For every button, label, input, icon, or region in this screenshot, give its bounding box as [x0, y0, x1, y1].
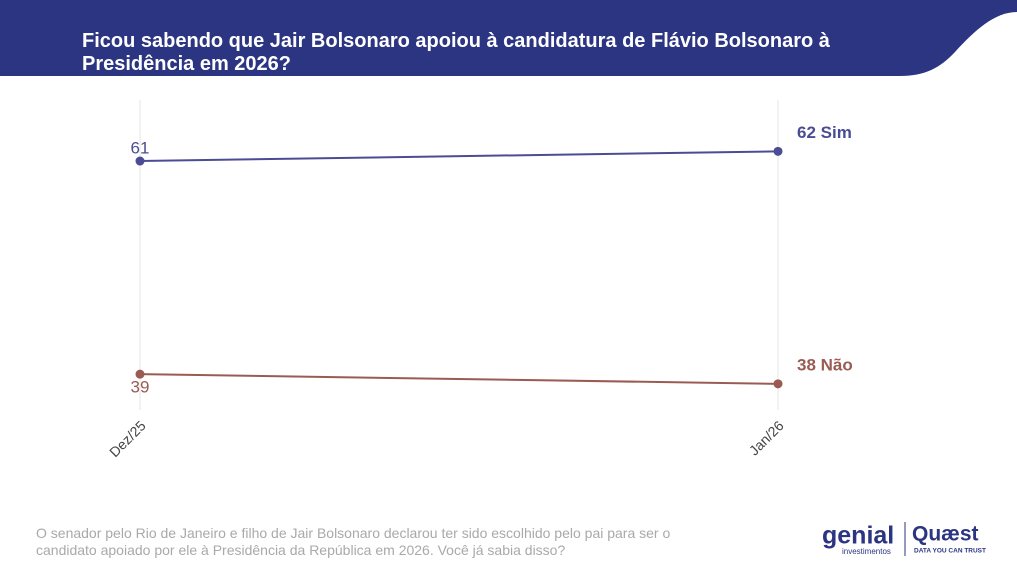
- quaest-logo: Quæst: [912, 523, 979, 546]
- logos: genial investimentos Quæst DATA YOU CAN …: [822, 522, 986, 557]
- x-tick-label: Dez/25: [106, 417, 149, 460]
- genial-sub: investimentos: [842, 547, 891, 556]
- point: [773, 146, 783, 156]
- data-label: 39: [131, 378, 150, 397]
- quaest-tagline: DATA YOU CAN TRUST: [914, 548, 986, 555]
- point: [135, 369, 145, 379]
- chart-title: Ficou sabendo que Jair Bolsonaro apoiou …: [82, 30, 830, 75]
- x-tick-label: Jan/26: [746, 417, 787, 458]
- caption: O senador pelo Rio de Janeiro e filho de…: [36, 525, 671, 558]
- series-line: [139, 150, 779, 163]
- header-band: [0, 0, 1017, 76]
- point: [135, 156, 145, 166]
- point: [773, 379, 783, 389]
- data-label: 61: [131, 139, 150, 158]
- end-label: 38 Não: [797, 355, 853, 374]
- series-line: [139, 373, 779, 385]
- genial-logo: genial: [822, 522, 894, 550]
- end-label: 62 Sim: [797, 123, 852, 142]
